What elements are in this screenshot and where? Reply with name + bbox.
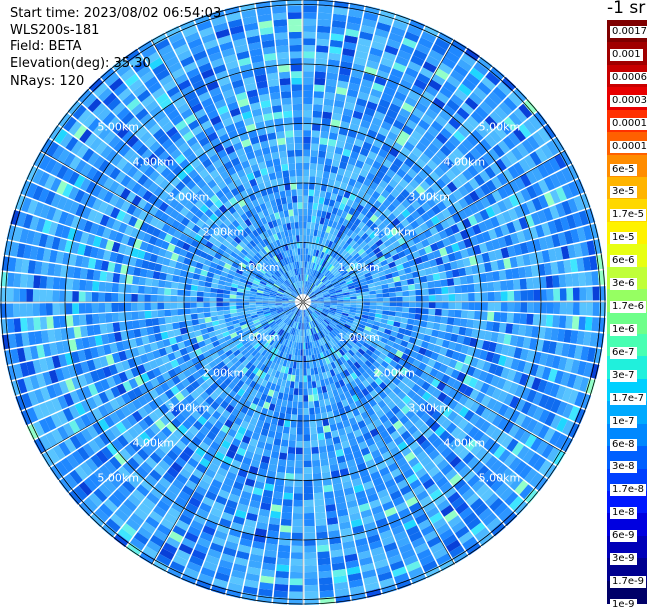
colorbar-tick-label: 1.7e-9 <box>610 576 647 589</box>
colorbar-tick-label: 1.7e-7 <box>610 392 647 405</box>
colorbar-tick-label: 3e-5 <box>610 186 637 199</box>
range-ring-label: 1.00km <box>238 261 280 274</box>
colorbar-tick-label: 0.0003 <box>610 94 647 107</box>
colorbar-tick-label: 0.0001 <box>610 140 647 153</box>
range-ring-label: 4.00km <box>444 437 486 450</box>
colorbar-tick-label: 0.0006 <box>610 71 647 84</box>
colorbar-tick-label: 3e-7 <box>610 369 637 382</box>
range-ring-label: 3.00km <box>168 401 210 414</box>
range-ring-label: 2.00km <box>373 226 415 239</box>
colorbar: 0.0017 0.001 0.0006 0.0003 0.00017 0.0001 6e-5… <box>607 20 647 611</box>
colorbar-unit-title: -1 sr <box>607 0 646 18</box>
colorbar-tick-label: 3e-6 <box>610 278 637 291</box>
range-ring-label: 1.00km <box>238 331 280 344</box>
colorbar-tick-label: 1e-7 <box>610 415 637 428</box>
range-ring-label: 4.00km <box>133 437 175 450</box>
range-ring-label: 5.00km <box>97 120 139 133</box>
colorbar-tick-label: 0.00017 <box>610 117 647 130</box>
azimuth-line <box>302 301 455 565</box>
colorbar-tick-label: 6e-7 <box>610 346 637 359</box>
start-time-label: Start time: 2023/08/02 06:54:03 <box>10 6 222 21</box>
elevation-label: Elevation(deg): 35.30 <box>10 55 151 71</box>
range-ring-label: 1.00km <box>338 331 380 344</box>
range-ring-label: 2.00km <box>203 226 245 239</box>
range-ring-label: 5.00km <box>479 120 521 133</box>
colorbar-tick-label: 6e-6 <box>610 255 637 268</box>
colorbar-tick-label: 0.0017 <box>610 26 647 38</box>
colorbar-tick-label: 1.7e-5 <box>610 209 647 222</box>
colorbar-tick-label: 3e-9 <box>610 553 637 566</box>
colorbar-tick-label: 1.7e-6 <box>610 301 647 314</box>
azimuth-lines <box>0 0 606 605</box>
colorbar-tick-label: 6e-9 <box>610 530 637 543</box>
instrument-label: WLS200s-181 <box>10 22 100 38</box>
range-labels: 1.00km 1.00km 1.00km 1.00km 2.00km 2.00km 2.00… <box>97 120 520 484</box>
azimuth-line <box>40 301 304 454</box>
colorbar-tick-label: 1e-9 <box>610 599 637 611</box>
range-ring-label: 2.00km <box>373 366 415 379</box>
ppi-plot: 1.00km 1.00km 1.00km 1.00km 2.00km 2.00km 2.00… <box>0 0 606 605</box>
azimuth-line <box>302 150 566 303</box>
range-ring-label: 3.00km <box>408 191 450 204</box>
azimuth-line <box>151 301 304 565</box>
ppi-gates <box>0 0 606 605</box>
colorbar-tick-label: 1e-5 <box>610 232 637 245</box>
range-ring-label: 4.00km <box>133 156 175 169</box>
range-ring-label: 5.00km <box>479 472 521 485</box>
azimuth-line <box>151 39 304 303</box>
colorbar-tick-label: 6e-8 <box>610 438 637 451</box>
range-ring-label: 1.00km <box>338 261 380 274</box>
colorbar-tick-label: 0.001 <box>610 48 643 61</box>
range-ring-label: 4.00km <box>444 156 486 169</box>
colorbar-tick-label: 1e-8 <box>610 507 637 520</box>
range-ring-label: 2.00km <box>203 366 245 379</box>
colorbar-tick-label: 3e-8 <box>610 461 637 474</box>
field-label: Field: BETA <box>10 39 82 54</box>
range-ring-label: 5.00km <box>97 472 139 485</box>
range-ring-label: 3.00km <box>408 401 450 414</box>
scan-info-panel: Start time: 2023/08/02 06:54:03 WLS200s-… <box>10 6 221 91</box>
colorbar-tick-label: 1e-6 <box>610 323 637 336</box>
azimuth-line <box>302 39 455 303</box>
range-ring-label: 3.00km <box>168 191 210 204</box>
azimuth-line <box>40 150 304 303</box>
colorbar-tick-label: 6e-5 <box>610 163 637 176</box>
azimuth-line <box>302 301 566 454</box>
nrays-label: NRays: 120 <box>10 74 85 89</box>
colorbar-tick-label: 1.7e-8 <box>610 484 647 497</box>
